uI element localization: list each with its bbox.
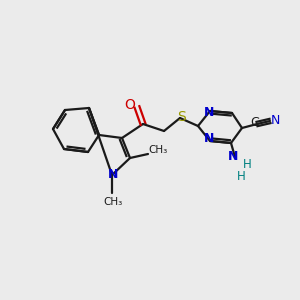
Text: N: N xyxy=(204,106,214,118)
Text: N: N xyxy=(270,113,280,127)
Text: S: S xyxy=(177,110,185,124)
Text: H: H xyxy=(243,158,251,172)
Text: N: N xyxy=(204,133,214,146)
Text: CH₃: CH₃ xyxy=(103,197,123,207)
Text: O: O xyxy=(124,98,135,112)
Text: CH₃: CH₃ xyxy=(148,145,168,155)
Text: C: C xyxy=(250,116,260,130)
Text: N: N xyxy=(108,167,118,181)
Text: H: H xyxy=(237,169,245,182)
Text: N: N xyxy=(228,149,238,163)
